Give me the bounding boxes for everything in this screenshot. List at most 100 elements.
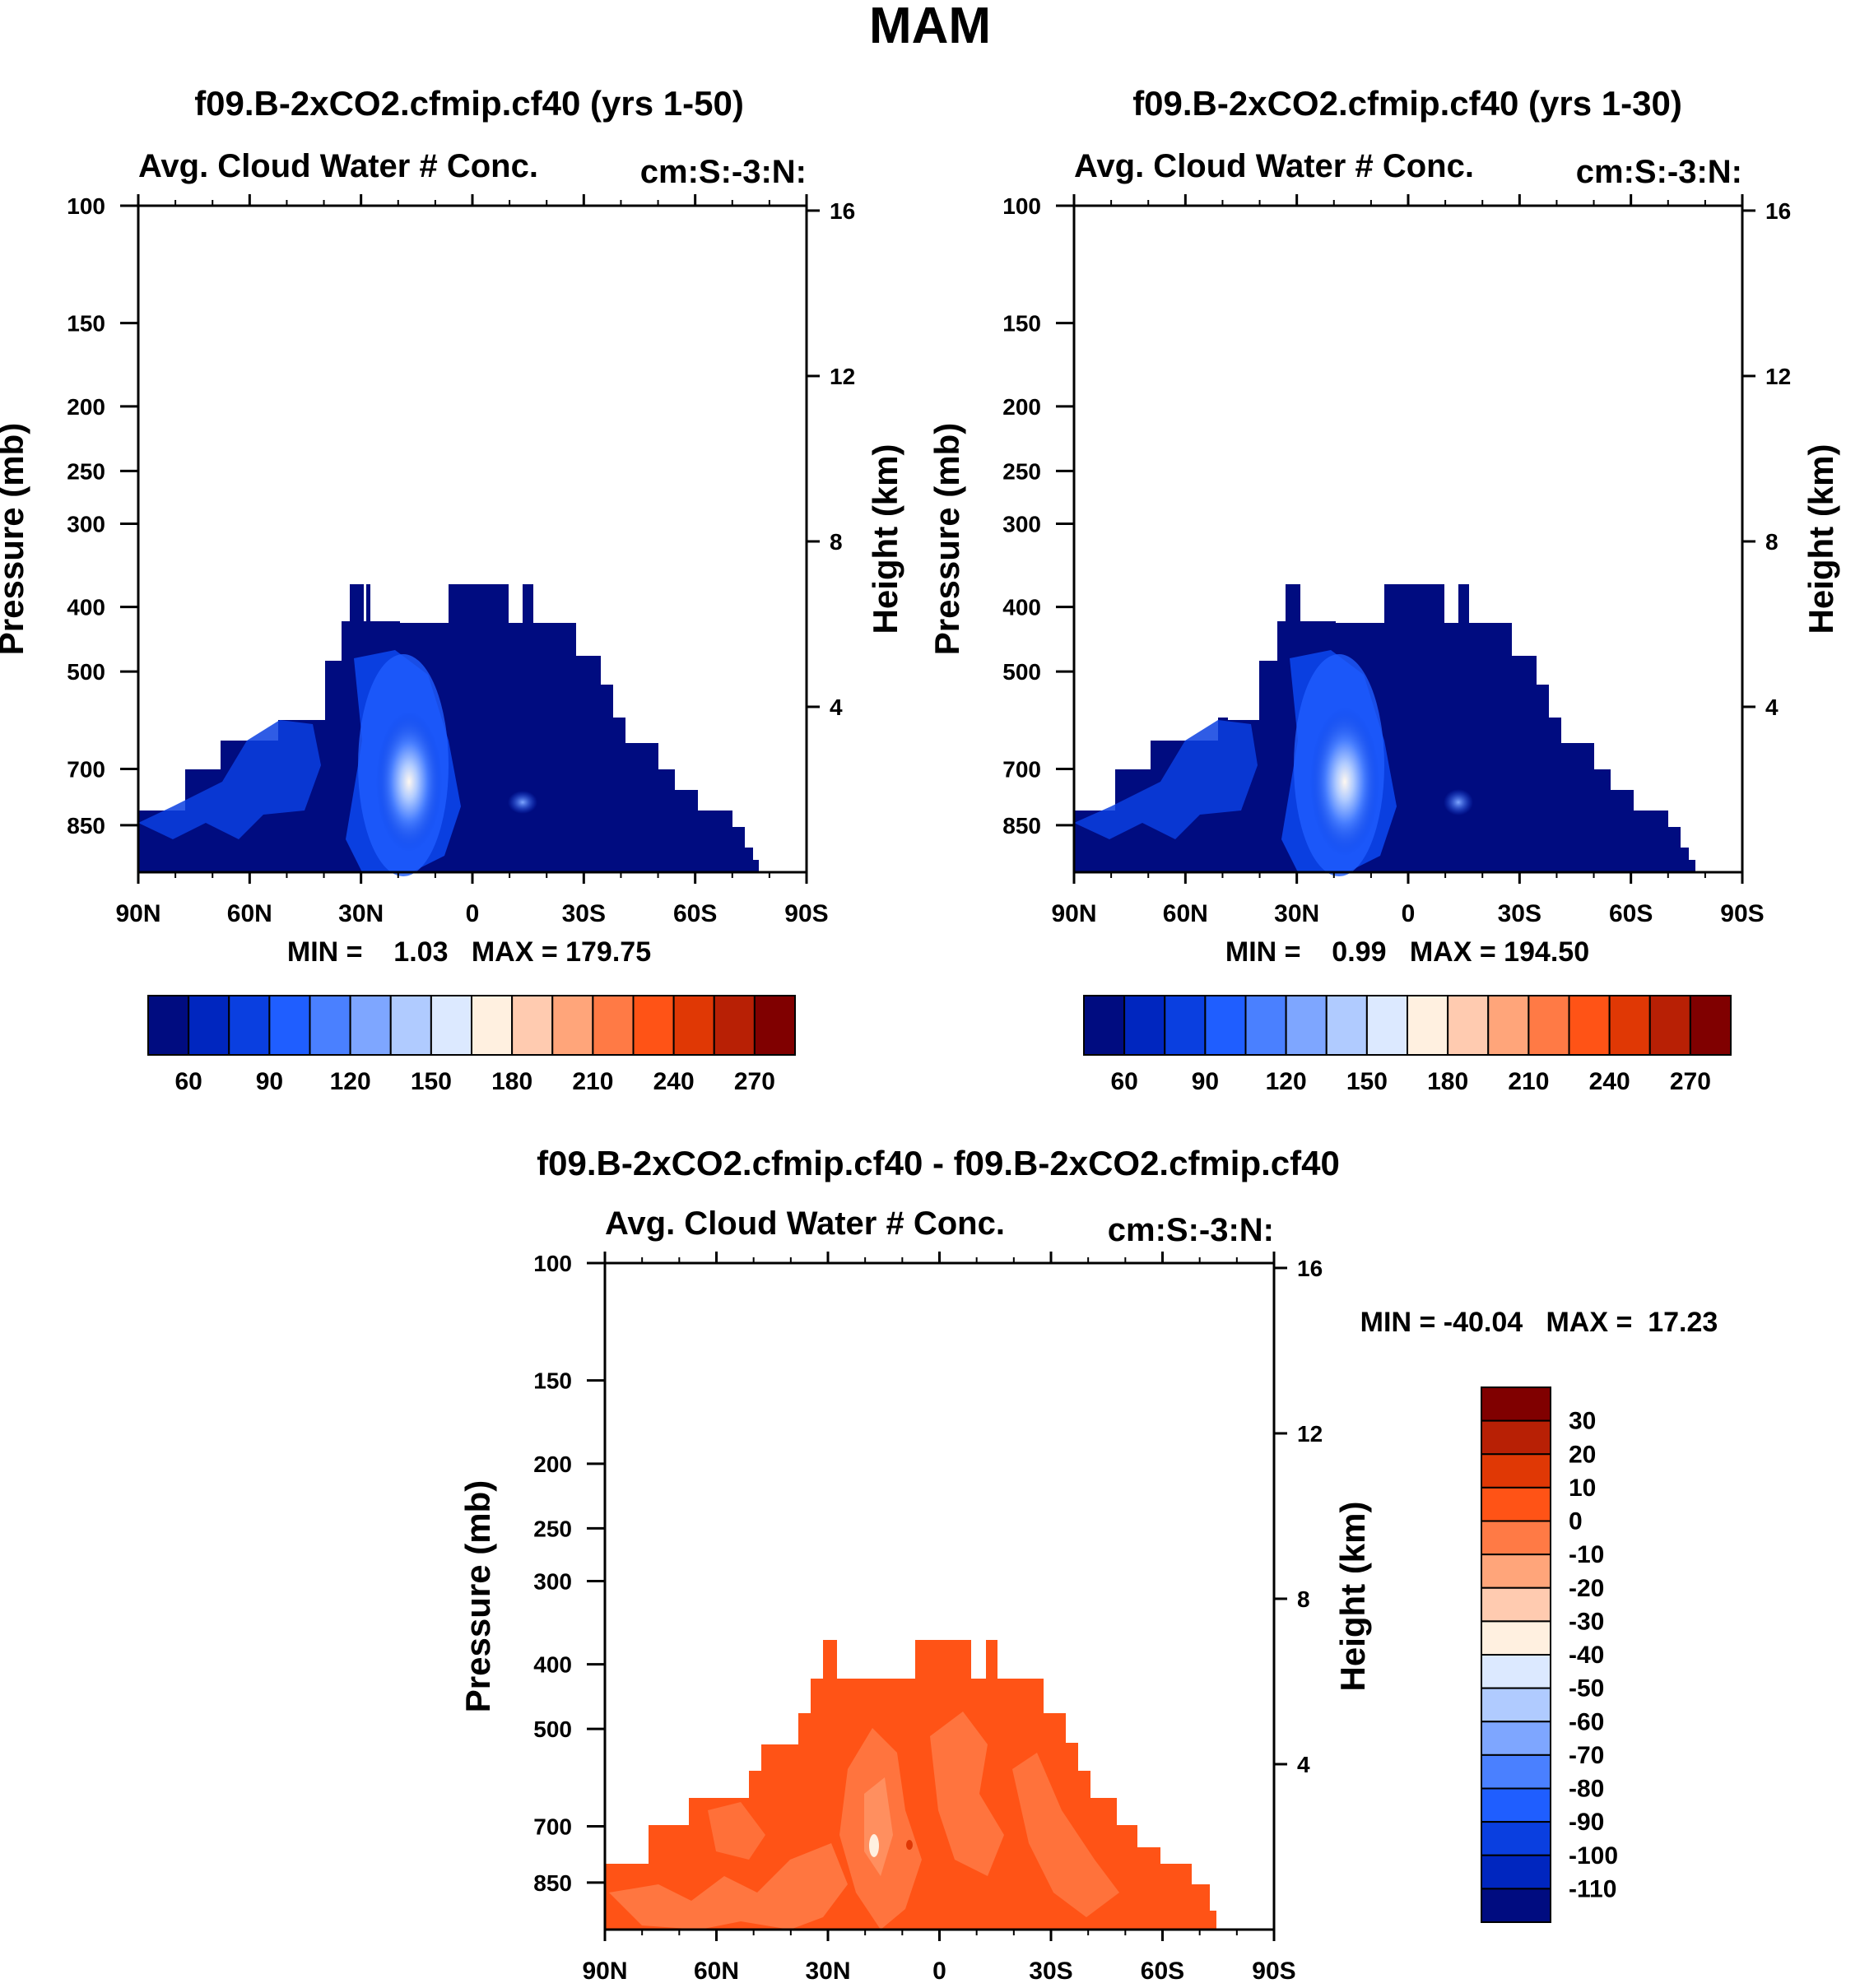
panel-1-colorbar-box <box>471 995 514 1056</box>
panel-1-colorbar-label: 120 <box>330 1068 371 1095</box>
panel-1-title: f09.B-2xCO2.cfmip.cf40 (yrs 1-50) <box>194 84 744 123</box>
panel-1-y-tick-label: 400 <box>67 595 105 620</box>
panel-1-x-tick-label: 30N <box>338 900 384 927</box>
panel-3-colorbar-label: -80 <box>1569 1776 1604 1803</box>
panel-2-colorbar-box <box>1244 995 1287 1056</box>
panel-2-colorbar-label: 240 <box>1589 1068 1630 1095</box>
panel-2-x-tick-label: 90N <box>1051 900 1096 927</box>
panel-2-title: f09.B-2xCO2.cfmip.cf40 (yrs 1-30) <box>1132 84 1682 123</box>
panel-1-colorbar-label: 240 <box>653 1068 695 1095</box>
panel-1-colorbar-box <box>309 995 351 1056</box>
panel-3-x-tick-label: 0 <box>932 1958 946 1985</box>
panel-2-y-tick-label: 200 <box>1002 394 1041 420</box>
panel-3-y2-tick-label: 12 <box>1297 1421 1323 1447</box>
panel-2-colorbar-box <box>1164 995 1207 1056</box>
panel-2-colorbar-label: 180 <box>1427 1068 1468 1095</box>
panel-2-colorbar-box <box>1204 995 1247 1056</box>
panel-2-field-blob2 <box>1310 708 1379 856</box>
panel-2-y-tick-label: 850 <box>1002 813 1041 838</box>
panel-1-left-string: Avg. Cloud Water # Conc. <box>138 148 538 184</box>
panel-2-y2-tick-label: 8 <box>1765 529 1779 555</box>
panel-3-field-white <box>869 1834 879 1857</box>
panel-3-y-axis-label: Pressure (mb) <box>458 1480 497 1712</box>
panel-1-y2-tick-label: 16 <box>830 198 855 224</box>
panel-3-colorbar-box <box>1481 1453 1551 1489</box>
panel-1-colorbar-box <box>389 995 432 1056</box>
panel-1-y2-axis-label: Height (km) <box>866 444 904 634</box>
panel-3-colorbar-label: -50 <box>1569 1675 1604 1702</box>
panel-3-y2-tick-label: 16 <box>1297 1256 1323 1281</box>
panel-3-colorbar-box <box>1481 1486 1551 1522</box>
panel-1-x-tick-label: 60N <box>227 900 272 927</box>
panel-3-right-string: cm:S:-3:N: <box>1108 1212 1274 1248</box>
panel-1-plot-area <box>138 584 759 876</box>
panel-1-y2-tick-label: 4 <box>830 694 843 720</box>
panel-2-x-tick-label: 30N <box>1274 900 1319 927</box>
panel-3-colorbar-box <box>1481 1888 1551 1923</box>
panel-2: f09.B-2xCO2.cfmip.cf40 (yrs 1-30) Avg. C… <box>928 84 1840 1095</box>
panel-2-x-tick-label: 60S <box>1609 900 1653 927</box>
panel-2-colorbar-box <box>1608 995 1651 1056</box>
panel-1-colorbar-box <box>228 995 271 1056</box>
panel-1-colorbar-box <box>551 995 594 1056</box>
panel-1-colorbar-box <box>268 995 311 1056</box>
panel-3-y-tick-label: 400 <box>533 1652 572 1678</box>
panel-3-colorbar-label: 30 <box>1569 1408 1596 1435</box>
panel-3-colorbar-label: -40 <box>1569 1642 1604 1669</box>
panel-1-right-string: cm:S:-3:N: <box>640 154 807 190</box>
panel-2-y2-tick-label: 16 <box>1765 198 1791 224</box>
panel-3-colorbar-label: -60 <box>1569 1708 1604 1735</box>
panel-1-x-tick-label: 0 <box>466 900 480 927</box>
panel-1-colorbar-box <box>430 995 472 1056</box>
panel-1-field-blob2 <box>376 712 442 852</box>
panel-2-x-tick-label: 60N <box>1163 900 1208 927</box>
panel-3-colorbar-box <box>1481 1554 1551 1589</box>
panel-3-field-dark <box>906 1840 913 1850</box>
panel-1-y2-tick-label: 12 <box>830 364 855 389</box>
panel-1-colorbar-box <box>511 995 554 1056</box>
panel-1-x-tick-label: 30S <box>562 900 606 927</box>
panel-3-field-light5 <box>708 1802 765 1860</box>
panel-2-field-small <box>1444 789 1473 815</box>
panel-2-x-tick-label: 30S <box>1498 900 1541 927</box>
panel-2-colorbar-box <box>1083 995 1126 1056</box>
panel-3-colorbar-label: -100 <box>1569 1842 1618 1870</box>
panel-2-colorbar-box <box>1325 995 1368 1056</box>
panel-2-y2-axis-label: Height (km) <box>1802 444 1840 634</box>
panel-1-colorbar-box <box>188 995 230 1056</box>
panel-3-y2-tick-label: 4 <box>1297 1752 1310 1777</box>
panel-2-y-tick-label: 500 <box>1002 659 1041 685</box>
panel-2-y-tick-label: 400 <box>1002 595 1041 620</box>
panel-3-y-tick-label: 500 <box>533 1716 572 1742</box>
panel-1-colorbar-label: 90 <box>256 1068 283 1095</box>
panel-3-left-string: Avg. Cloud Water # Conc. <box>605 1205 1005 1242</box>
panel-1-colorbar-box <box>753 995 796 1056</box>
panel-3-y2-axis-label: Height (km) <box>1333 1502 1372 1692</box>
panel-3-x-tick-label: 90N <box>582 1958 627 1985</box>
panel-2-colorbar-box <box>1407 995 1449 1056</box>
panel-3-colorbar-box <box>1481 1586 1551 1623</box>
panel-2-y-tick-label: 250 <box>1002 458 1041 484</box>
panel-1-x-tick-label: 90S <box>784 900 828 927</box>
panel-2-colorbar-box <box>1528 995 1570 1056</box>
panel-1-colorbar-box <box>592 995 635 1056</box>
panel-2-y-axis-label: Pressure (mb) <box>928 423 966 655</box>
panel-3-x-tick-label: 60N <box>694 1958 739 1985</box>
panel-1-field-small <box>508 791 537 814</box>
panel-2-y-tick-label: 700 <box>1002 757 1041 783</box>
panel-1-field-blue1 <box>138 720 321 839</box>
panel-2-colorbar-box <box>1285 995 1328 1056</box>
panel-1-y-tick-label: 100 <box>67 193 105 219</box>
panel-2-min-max: MIN = 0.99 MAX = 194.50 <box>1225 936 1589 968</box>
panel-2-y2-tick-label: 4 <box>1765 694 1779 720</box>
panel-1-y2-tick-label: 8 <box>830 529 843 555</box>
panel-1-y-tick-label: 150 <box>67 311 105 337</box>
panel-1-y-tick-label: 250 <box>67 458 105 484</box>
panel-2-colorbar-box <box>1123 995 1166 1056</box>
panel-2-colorbar-label: 60 <box>1110 1068 1137 1095</box>
panel-3-colorbar-box <box>1481 1620 1551 1656</box>
panel-3-colorbar-box <box>1481 1419 1551 1456</box>
panel-3-colorbar-label: 10 <box>1569 1475 1596 1502</box>
panel-3-field-light1 <box>609 1843 848 1930</box>
